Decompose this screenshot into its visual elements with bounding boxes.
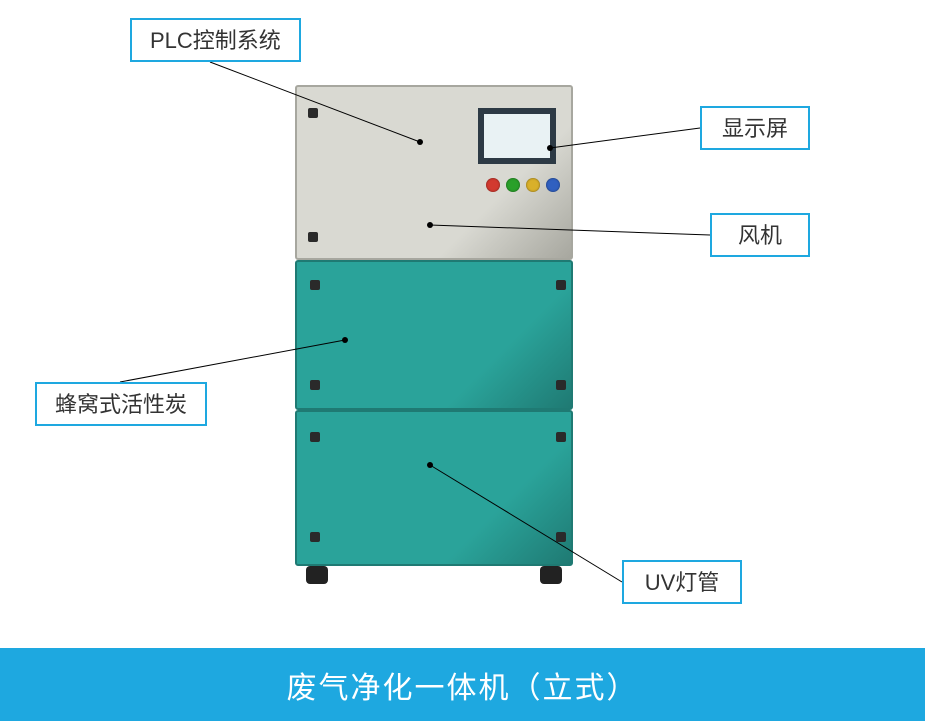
latch: [556, 532, 566, 542]
middle-cabinet: [295, 260, 573, 410]
foot: [306, 566, 328, 584]
latch: [310, 432, 320, 442]
latch: [308, 108, 318, 118]
control-button: [486, 178, 500, 192]
latch: [310, 380, 320, 390]
control-button: [546, 178, 560, 192]
latch: [556, 280, 566, 290]
display-screen: [478, 108, 556, 164]
title-text: 废气净化一体机（立式）: [287, 663, 639, 707]
label-fan: 风机: [710, 213, 810, 257]
foot: [540, 566, 562, 584]
title-bar: 废气净化一体机（立式）: [0, 648, 925, 721]
latch: [310, 280, 320, 290]
latch: [556, 432, 566, 442]
latch: [308, 232, 318, 242]
control-button: [506, 178, 520, 192]
label-carbon: 蜂窝式活性炭: [35, 382, 207, 426]
latch: [310, 532, 320, 542]
latch: [556, 380, 566, 390]
control-button: [526, 178, 540, 192]
label-plc: PLC控制系统: [130, 18, 301, 62]
label-screen: 显示屏: [700, 106, 810, 150]
bottom-cabinet: [295, 410, 573, 566]
label-uv: UV灯管: [622, 560, 742, 604]
